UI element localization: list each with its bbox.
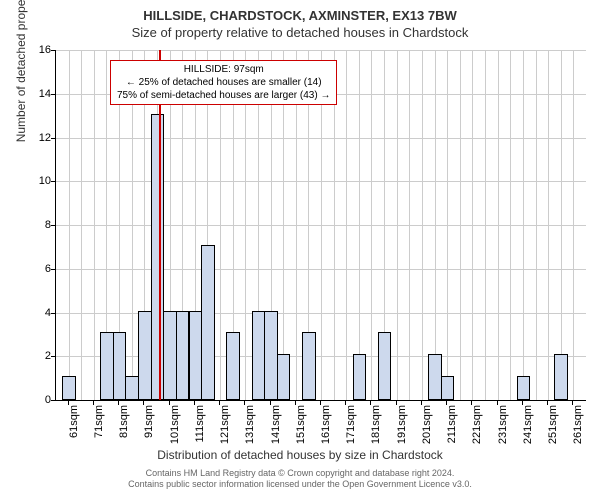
- y-tick-mark: [51, 181, 56, 182]
- grid-line: [472, 50, 473, 400]
- y-tick-mark: [51, 94, 56, 95]
- histogram-bar: [176, 311, 190, 401]
- x-tick-label: 171sqm: [345, 405, 357, 455]
- y-tick-mark: [51, 225, 56, 226]
- grid-line: [409, 50, 410, 400]
- y-axis-label: Number of detached properties: [14, 0, 28, 142]
- x-tick-label: 71sqm: [93, 405, 105, 455]
- histogram-bar: [264, 311, 278, 401]
- grid-line: [359, 50, 360, 400]
- attribution: Contains HM Land Registry data © Crown c…: [0, 468, 600, 490]
- grid-line: [94, 50, 95, 400]
- x-tick-label: 191sqm: [396, 405, 408, 455]
- histogram-bar: [151, 114, 165, 400]
- y-tick-label: 4: [37, 307, 51, 319]
- x-tick-label: 251sqm: [547, 405, 559, 455]
- y-tick-label: 2: [37, 350, 51, 362]
- histogram-bar: [100, 332, 114, 400]
- grid-line: [498, 50, 499, 400]
- histogram-bar: [138, 311, 152, 401]
- y-tick-mark: [51, 313, 56, 314]
- grid-line: [447, 50, 448, 400]
- x-tick-label: 181sqm: [370, 405, 382, 455]
- histogram-bar: [252, 311, 266, 401]
- histogram-bar: [189, 311, 203, 401]
- x-tick-label: 231sqm: [497, 405, 509, 455]
- grid-line: [485, 50, 486, 400]
- histogram-bar: [428, 354, 442, 400]
- grid-line: [561, 50, 562, 400]
- x-tick-label: 151sqm: [295, 405, 307, 455]
- histogram-bar: [201, 245, 215, 400]
- histogram-bar: [378, 332, 392, 400]
- histogram-bar: [353, 354, 367, 400]
- x-tick-label: 211sqm: [446, 405, 458, 455]
- x-tick-label: 131sqm: [244, 405, 256, 455]
- x-tick-label: 91sqm: [143, 405, 155, 455]
- y-tick-label: 0: [37, 394, 51, 406]
- histogram-bar: [441, 376, 455, 400]
- grid-line: [435, 50, 436, 400]
- y-tick-mark: [51, 400, 56, 401]
- x-tick-label: 241sqm: [522, 405, 534, 455]
- histogram-bar: [517, 376, 531, 400]
- y-tick-label: 14: [37, 88, 51, 100]
- grid-line: [422, 50, 423, 400]
- attribution-line1: Contains HM Land Registry data © Crown c…: [0, 468, 600, 479]
- grid-line: [371, 50, 372, 400]
- x-tick-label: 161sqm: [320, 405, 332, 455]
- x-tick-label: 261sqm: [572, 405, 584, 455]
- histogram-bar: [113, 332, 127, 400]
- y-tick-label: 16: [37, 44, 51, 56]
- grid-line: [397, 50, 398, 400]
- y-tick-label: 8: [37, 219, 51, 231]
- callout-line1: HILLSIDE: 97sqm: [117, 63, 330, 76]
- x-tick-label: 61sqm: [68, 405, 80, 455]
- histogram-bar: [125, 376, 139, 400]
- y-tick-mark: [51, 50, 56, 51]
- grid-line: [510, 50, 511, 400]
- x-tick-label: 141sqm: [270, 405, 282, 455]
- attribution-line2: Contains public sector information licen…: [0, 479, 600, 490]
- histogram-bar: [163, 311, 177, 401]
- histogram-bar: [302, 332, 316, 400]
- x-tick-label: 111sqm: [194, 405, 206, 455]
- histogram-bar: [554, 354, 568, 400]
- y-tick-mark: [51, 138, 56, 139]
- histogram-bar: [62, 376, 76, 400]
- grid-line: [523, 50, 524, 400]
- y-tick-label: 12: [37, 132, 51, 144]
- x-tick-label: 121sqm: [219, 405, 231, 455]
- x-tick-label: 101sqm: [169, 405, 181, 455]
- grid-line: [81, 50, 82, 400]
- grid-line: [573, 50, 574, 400]
- y-tick-label: 10: [37, 175, 51, 187]
- callout-line2: ← 25% of detached houses are smaller (14…: [117, 76, 330, 89]
- grid-line: [69, 50, 70, 400]
- y-tick-label: 6: [37, 263, 51, 275]
- callout-box: HILLSIDE: 97sqm ← 25% of detached houses…: [110, 60, 337, 105]
- histogram-bar: [226, 332, 240, 400]
- grid-line: [346, 50, 347, 400]
- y-tick-mark: [51, 356, 56, 357]
- chart-title-line1: HILLSIDE, CHARDSTOCK, AXMINSTER, EX13 7B…: [0, 8, 600, 23]
- x-tick-label: 81sqm: [118, 405, 130, 455]
- grid-line: [536, 50, 537, 400]
- x-tick-label: 201sqm: [421, 405, 433, 455]
- y-tick-mark: [51, 269, 56, 270]
- histogram-bar: [277, 354, 291, 400]
- chart-title-line2: Size of property relative to detached ho…: [0, 25, 600, 40]
- grid-line: [548, 50, 549, 400]
- callout-line3: 75% of semi-detached houses are larger (…: [117, 89, 330, 102]
- x-tick-label: 221sqm: [471, 405, 483, 455]
- grid-line: [460, 50, 461, 400]
